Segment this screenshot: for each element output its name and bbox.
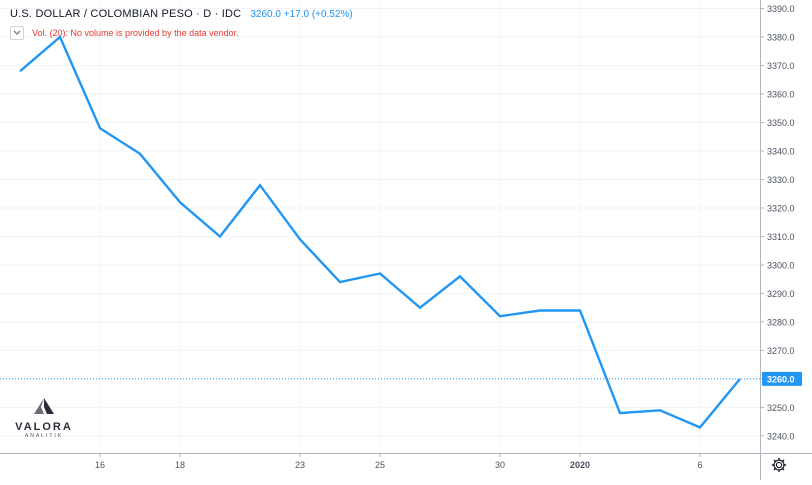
x-tick-label: 2020 [570, 460, 590, 470]
grid [0, 0, 760, 453]
y-tick-label: 3250.0 [767, 403, 795, 413]
y-tick-label: 3350.0 [767, 118, 795, 128]
y-tick-label: 3370.0 [767, 61, 795, 71]
volume-note: Vol. (20): No volume is provided by the … [32, 28, 239, 38]
chevron-down-icon[interactable] [10, 26, 24, 40]
x-tick-label: 23 [295, 460, 305, 470]
chart-legend: U.S. DOLLAR / COLOMBIAN PESO · D · IDC 3… [10, 8, 353, 20]
last-price-label: 3260.0 [762, 372, 802, 386]
y-tick-label: 3320.0 [767, 203, 795, 213]
gear-icon[interactable] [768, 454, 790, 476]
symbol-title[interactable]: U.S. DOLLAR / COLOMBIAN PESO · D · IDC [10, 8, 241, 20]
last-price-label-text: 3260.0 [767, 374, 795, 384]
y-tick-label: 3380.0 [767, 33, 795, 43]
last-quote: 3260.0 +17.0 (+0.52%) [250, 9, 352, 20]
watermark-logo: VALORA ANALITIK [14, 398, 74, 439]
volume-indicator: Vol. (20): No volume is provided by the … [10, 26, 239, 40]
logo-name: VALORA [14, 421, 74, 433]
y-tick-label: 3300.0 [767, 260, 795, 270]
y-tick-label: 3270.0 [767, 346, 795, 356]
y-tick-label: 3360.0 [767, 90, 795, 100]
x-tick-label: 25 [375, 460, 385, 470]
y-tick-label: 3340.0 [767, 147, 795, 157]
y-tick-label: 3390.0 [767, 4, 795, 14]
y-tick-label: 3280.0 [767, 317, 795, 327]
y-tick-label: 3330.0 [767, 175, 795, 185]
x-tick-label: 18 [175, 460, 185, 470]
y-tick-label: 3240.0 [767, 431, 795, 441]
y-tick-label: 3290.0 [767, 289, 795, 299]
tick-labels: 3240.0 3250.0 3270.0 3280.0 3290.0 3300.0 3310… [95, 4, 802, 470]
y-tick-label: 3310.0 [767, 232, 795, 242]
x-tick-label: 6 [697, 460, 702, 470]
logo-subtitle: ANALITIK [14, 433, 74, 439]
x-tick-label: 30 [495, 460, 505, 470]
x-tick-label: 16 [95, 460, 105, 470]
valora-logo-icon [34, 398, 54, 414]
